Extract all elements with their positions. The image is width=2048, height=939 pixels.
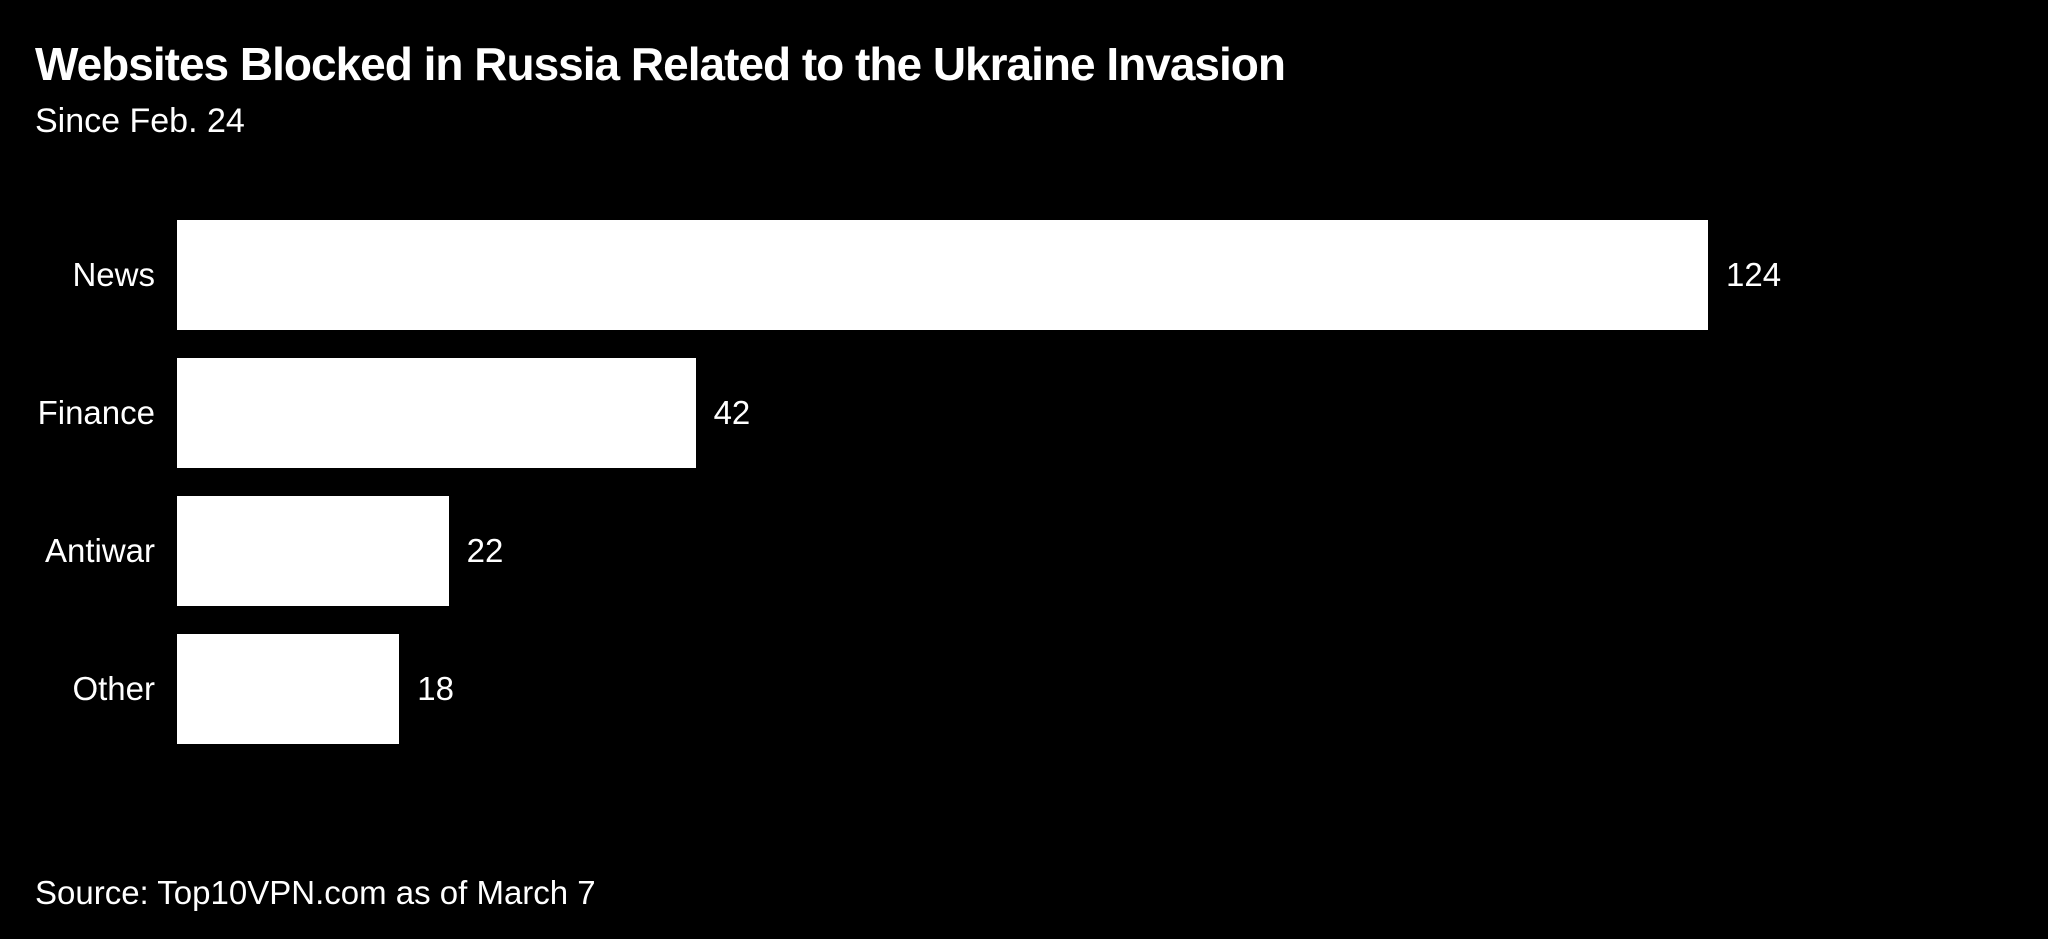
bar-finance bbox=[177, 358, 696, 468]
chart-row-finance: Finance 42 bbox=[0, 358, 1708, 468]
value-label-news: 124 bbox=[1726, 256, 1782, 293]
source-attribution: Source: Top10VPN.com as of March 7 bbox=[35, 874, 596, 911]
bar-track: 22 bbox=[177, 496, 1708, 606]
bar-news bbox=[177, 220, 1708, 330]
bar-track: 124 bbox=[177, 220, 1781, 330]
chart-row-other: Other 18 bbox=[0, 634, 1708, 744]
category-label-finance: Finance bbox=[37, 394, 155, 431]
value-label-other: 18 bbox=[417, 670, 454, 707]
value-label-antiwar: 22 bbox=[466, 532, 504, 569]
chart-row-antiwar: Antiwar 22 bbox=[0, 496, 1708, 606]
chart-subtitle: Since Feb. 24 bbox=[35, 102, 245, 140]
bar-chart: News 124 Finance 42 Antiwar 22 Other bbox=[0, 220, 1781, 772]
value-label-finance: 42 bbox=[713, 394, 751, 431]
category-label-news: News bbox=[72, 256, 155, 293]
bar-track: 18 bbox=[177, 634, 1708, 744]
chart-row-news: News 124 bbox=[0, 220, 1781, 330]
category-label-other: Other bbox=[72, 670, 155, 707]
chart-title: Websites Blocked in Russia Related to th… bbox=[35, 38, 1286, 90]
bar-antiwar bbox=[177, 496, 449, 606]
bar-other bbox=[177, 634, 400, 744]
category-label-antiwar: Antiwar bbox=[44, 532, 155, 569]
bar-track: 42 bbox=[177, 358, 1708, 468]
